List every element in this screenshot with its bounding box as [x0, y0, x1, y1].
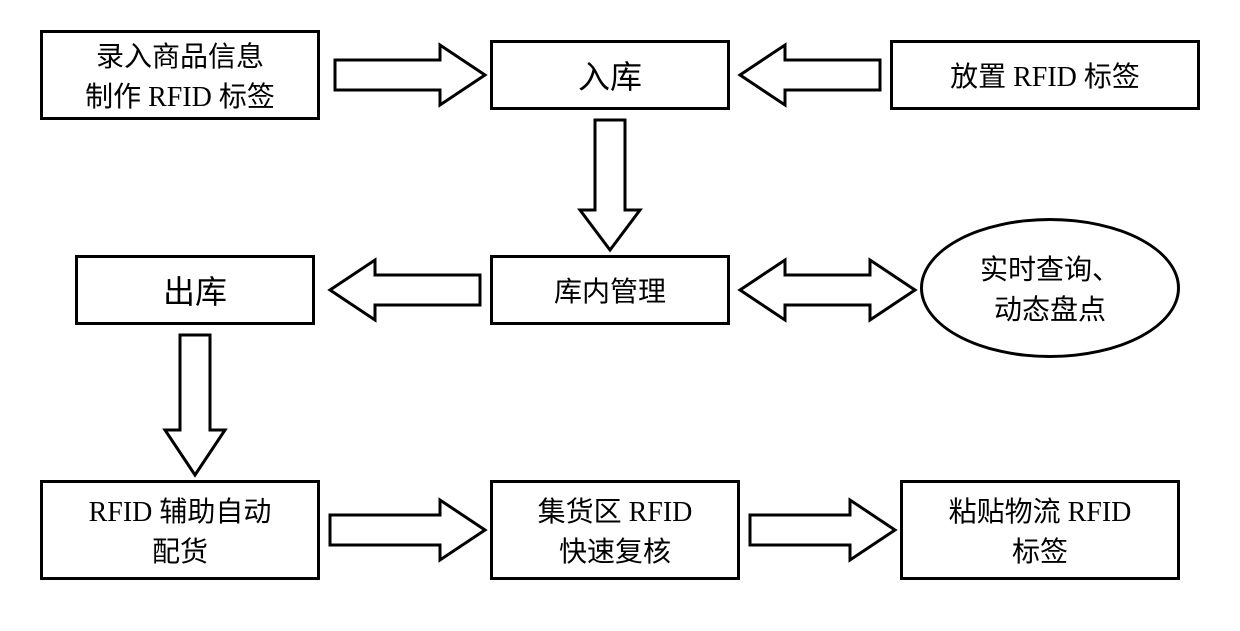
- arrow-place-to-in: [740, 45, 880, 105]
- place-rfid-box: 放置 RFID 标签: [890, 40, 1200, 110]
- arrow-mgmt-query: [740, 260, 915, 320]
- fast-check-box: 集货区 RFID 快速复核: [490, 480, 740, 580]
- arrow-mgmt-to-out: [330, 260, 480, 320]
- arrow-auto-to-check: [330, 500, 485, 560]
- in-stock-box: 入库: [490, 40, 730, 110]
- create-rfid-box: 录入商品信息 制作 RFID 标签: [40, 30, 320, 120]
- arrow-in-to-mgmt: [580, 120, 640, 250]
- auto-dist-box: RFID 辅助自动 配货: [40, 480, 320, 580]
- in-mgmt-box: 库内管理: [490, 255, 730, 325]
- out-stock-box: 出库: [75, 255, 315, 325]
- arrow-out-to-auto: [165, 335, 225, 475]
- paste-rfid-box: 粘贴物流 RFID 标签: [900, 480, 1180, 580]
- query-ellipse: 实时查询、 动态盘点: [920, 218, 1180, 358]
- arrow-check-to-paste: [750, 500, 895, 560]
- arrow-create-to-in: [335, 45, 485, 105]
